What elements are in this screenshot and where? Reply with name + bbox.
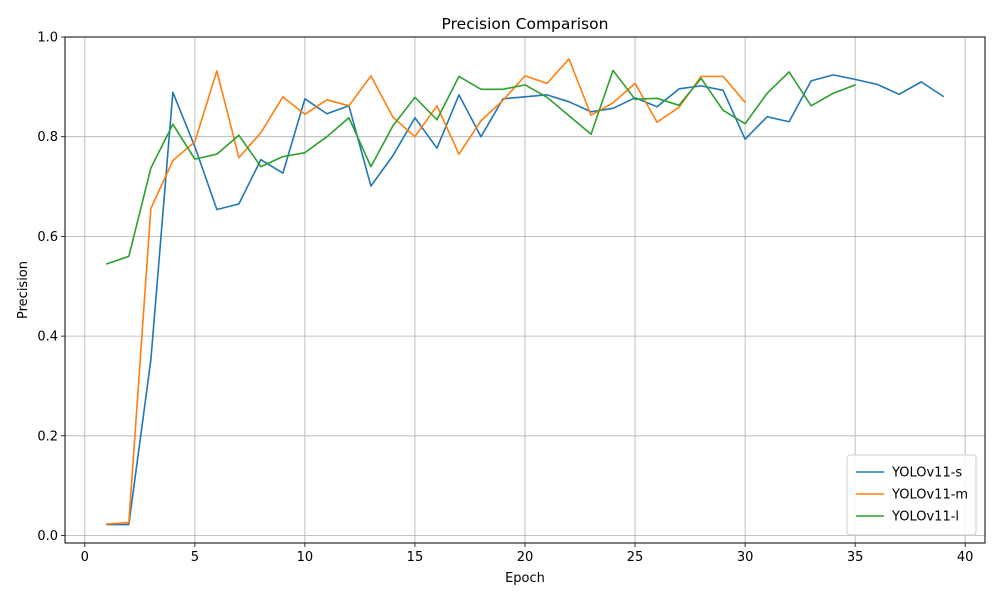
x-tick-label: 5 (191, 550, 199, 565)
y-tick-label: 0.8 (37, 130, 58, 145)
legend-label: YOLOv11-m (891, 488, 968, 503)
y-tick-label: 0.0 (37, 529, 58, 544)
y-tick-label: 1.0 (37, 31, 58, 46)
x-tick-label: 30 (737, 550, 754, 565)
legend-label: YOLOv11-l (891, 510, 959, 525)
x-axis-label: Epoch (505, 571, 545, 586)
y-axis: 0.0 0.2 0.4 0.6 0.8 1.0 (37, 31, 65, 544)
x-tick-label: 10 (297, 550, 314, 565)
chart-title: Precision Comparison (442, 15, 609, 33)
y-tick-label: 0.4 (37, 330, 58, 345)
x-tick-label: 40 (957, 550, 974, 565)
x-tick-label: 35 (847, 550, 864, 565)
x-tick-label: 20 (517, 550, 534, 565)
series-lines (105, 58, 945, 526)
x-axis: 0 5 10 15 20 25 30 35 40 (81, 543, 974, 565)
legend-label: YOLOv11-s (891, 466, 962, 481)
legend-box (846, 454, 977, 536)
y-tick-label: 0.2 (37, 429, 58, 444)
y-tick-label: 0.6 (37, 230, 58, 245)
x-tick-label: 25 (627, 550, 644, 565)
x-tick-label: 0 (81, 550, 89, 565)
y-axis-label: Precision (16, 261, 31, 319)
series-line-yolov11-m (105, 58, 747, 525)
x-tick-label: 15 (407, 550, 424, 565)
legend: YOLOv11-s YOLOv11-m YOLOv11-l (846, 454, 977, 536)
series-line-yolov11-l (105, 69, 857, 265)
